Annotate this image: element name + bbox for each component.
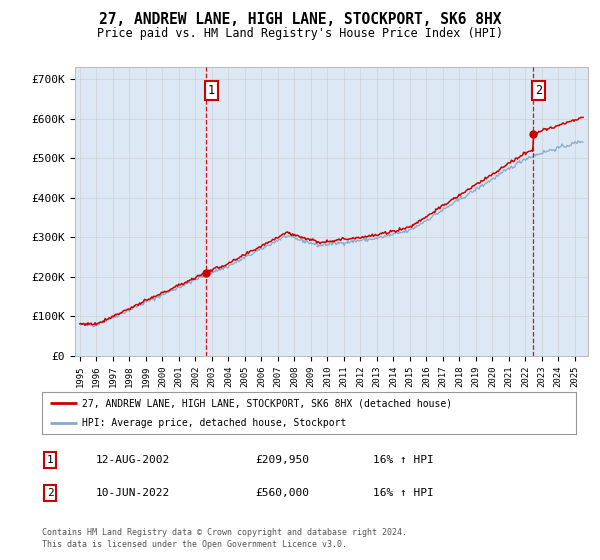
Text: 27, ANDREW LANE, HIGH LANE, STOCKPORT, SK6 8HX: 27, ANDREW LANE, HIGH LANE, STOCKPORT, S… bbox=[99, 12, 501, 27]
Text: Price paid vs. HM Land Registry's House Price Index (HPI): Price paid vs. HM Land Registry's House … bbox=[97, 27, 503, 40]
Text: HPI: Average price, detached house, Stockport: HPI: Average price, detached house, Stoc… bbox=[82, 418, 346, 428]
Text: 27, ANDREW LANE, HIGH LANE, STOCKPORT, SK6 8HX (detached house): 27, ANDREW LANE, HIGH LANE, STOCKPORT, S… bbox=[82, 399, 452, 409]
Text: 16% ↑ HPI: 16% ↑ HPI bbox=[373, 488, 434, 498]
Text: 16% ↑ HPI: 16% ↑ HPI bbox=[373, 455, 434, 465]
Text: 12-AUG-2002: 12-AUG-2002 bbox=[95, 455, 170, 465]
Text: £560,000: £560,000 bbox=[256, 488, 310, 498]
Text: 1: 1 bbox=[47, 455, 53, 465]
Text: 1: 1 bbox=[208, 85, 215, 97]
Text: 2: 2 bbox=[535, 85, 542, 97]
Text: 2: 2 bbox=[47, 488, 53, 498]
Text: Contains HM Land Registry data © Crown copyright and database right 2024.
This d: Contains HM Land Registry data © Crown c… bbox=[42, 528, 407, 549]
Text: 10-JUN-2022: 10-JUN-2022 bbox=[95, 488, 170, 498]
Text: £209,950: £209,950 bbox=[256, 455, 310, 465]
